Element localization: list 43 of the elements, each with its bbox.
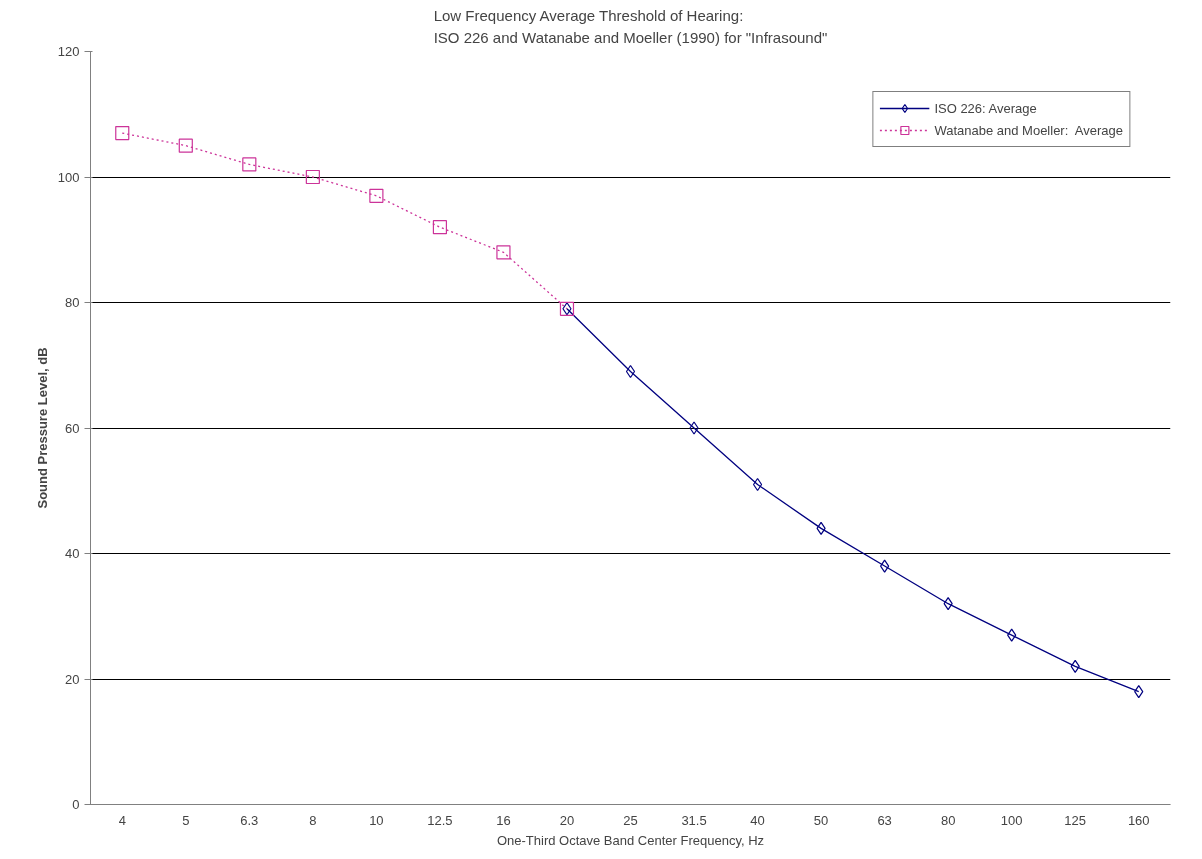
y-tick-label: 40 [65, 546, 80, 561]
point [242, 157, 257, 172]
point [432, 220, 448, 235]
x-tick-label: 4 [118, 812, 126, 828]
y-tick-label: 100 [57, 169, 80, 185]
point [369, 188, 384, 203]
legend-label: Watanabe and Moeller: Average [934, 122, 1123, 138]
x-tick-label: 31.5 [681, 812, 707, 828]
chart-title: Low Frequency Average Threshold of Hearing: ISO 226 and Watanabe and Moeller (1990) for "Infrasound" [433, 7, 828, 47]
point [496, 245, 511, 260]
point [752, 477, 763, 492]
x-tick-label: 80 [940, 812, 956, 828]
x-tick-label: 16 [496, 812, 511, 828]
point [816, 521, 826, 535]
x-tick-label: 25 [623, 812, 638, 828]
x-tick-label: 20 [559, 812, 575, 828]
x-tick-label: 100 [1000, 812, 1023, 828]
x-tick-label: 50 [813, 812, 829, 828]
y-tick-label: 120 [57, 44, 80, 59]
y-axis-title: Sound Pressure Level, dB [34, 347, 50, 509]
x-tick-label: 8 [309, 812, 317, 828]
x-axis-title: One-Third Octave Band Center Frequency, Hz [496, 832, 765, 848]
point [1007, 628, 1017, 642]
point [178, 138, 193, 153]
x-tick-label: 5 [182, 812, 190, 828]
legend-label: ISO 226: Average [934, 100, 1037, 116]
y-tick-label: 0 [72, 797, 80, 812]
point [625, 364, 636, 379]
x-tick-label: 63 [877, 812, 892, 828]
point [115, 125, 130, 141]
point [880, 559, 890, 573]
x-tick-label: 125 [1064, 812, 1087, 828]
y-tick-label: 60 [65, 420, 80, 436]
point [689, 421, 699, 435]
point [943, 597, 953, 611]
y-tick-label: 80 [65, 295, 80, 310]
x-tick-label: 10 [369, 812, 384, 828]
x-tick-label: 160 [1127, 812, 1150, 828]
x-tick-label: 40 [750, 812, 765, 828]
x-tick-label: 6.3 [240, 812, 259, 828]
y-tick-label: 20 [65, 671, 80, 687]
point [305, 169, 320, 185]
x-tick-label: 12.5 [427, 812, 453, 828]
